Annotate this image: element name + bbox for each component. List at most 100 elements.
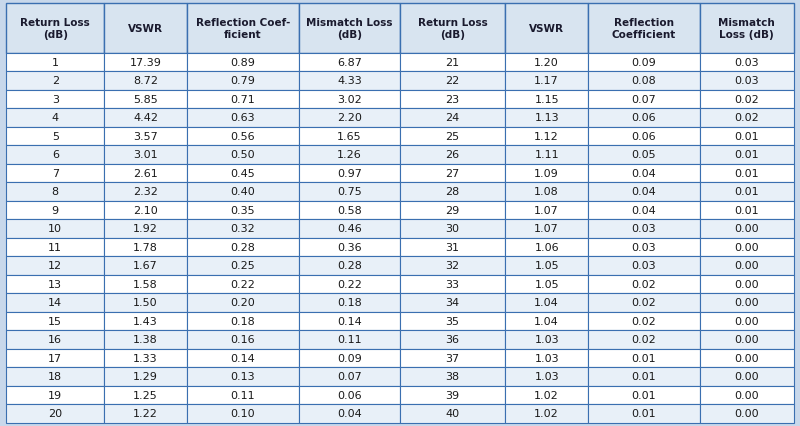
Bar <box>299 404 400 423</box>
Bar <box>104 404 187 423</box>
Bar <box>400 294 506 312</box>
Text: 0.02: 0.02 <box>734 95 759 105</box>
Bar <box>506 4 588 54</box>
Bar <box>506 330 588 349</box>
Text: 18: 18 <box>48 371 62 381</box>
Text: 2: 2 <box>52 76 59 86</box>
Text: 1.65: 1.65 <box>337 132 362 141</box>
Bar <box>588 386 700 404</box>
Text: 3: 3 <box>52 95 58 105</box>
Text: 0.28: 0.28 <box>230 242 255 252</box>
Text: 0.28: 0.28 <box>337 261 362 271</box>
Bar <box>104 330 187 349</box>
Bar <box>588 220 700 238</box>
Bar <box>104 4 187 54</box>
Text: 0.25: 0.25 <box>230 261 255 271</box>
Text: 0.00: 0.00 <box>734 261 759 271</box>
Bar <box>299 330 400 349</box>
Text: 0.97: 0.97 <box>337 169 362 178</box>
Bar <box>299 312 400 330</box>
Bar <box>506 275 588 294</box>
Bar <box>588 201 700 220</box>
Text: 7: 7 <box>52 169 59 178</box>
Text: 20: 20 <box>48 409 62 418</box>
Bar <box>700 54 794 72</box>
Bar <box>700 312 794 330</box>
Text: 1.05: 1.05 <box>534 279 559 289</box>
Bar <box>104 183 187 201</box>
Text: 0.01: 0.01 <box>734 187 759 197</box>
Text: 0.22: 0.22 <box>230 279 255 289</box>
Bar <box>187 349 299 367</box>
Bar <box>400 4 506 54</box>
Bar <box>506 109 588 127</box>
Bar <box>187 90 299 109</box>
Bar <box>6 312 104 330</box>
Text: 0.07: 0.07 <box>632 95 657 105</box>
Bar <box>400 127 506 146</box>
Bar <box>400 238 506 256</box>
Text: 0.09: 0.09 <box>337 353 362 363</box>
Text: 0.08: 0.08 <box>632 76 657 86</box>
Text: 17.39: 17.39 <box>130 58 162 68</box>
Text: 23: 23 <box>446 95 460 105</box>
Text: 5: 5 <box>52 132 58 141</box>
Bar <box>104 238 187 256</box>
Text: 32: 32 <box>446 261 460 271</box>
Text: VSWR: VSWR <box>128 24 163 34</box>
Bar <box>187 183 299 201</box>
Text: 0.04: 0.04 <box>337 409 362 418</box>
Bar <box>104 109 187 127</box>
Text: 0.45: 0.45 <box>230 169 255 178</box>
Text: 0.00: 0.00 <box>734 409 759 418</box>
Bar <box>400 90 506 109</box>
Text: 21: 21 <box>446 58 460 68</box>
Text: 1.38: 1.38 <box>134 334 158 345</box>
Bar <box>588 146 700 164</box>
Text: 0.63: 0.63 <box>230 113 255 123</box>
Bar <box>506 294 588 312</box>
Bar <box>187 294 299 312</box>
Bar <box>299 127 400 146</box>
Bar <box>700 183 794 201</box>
Text: 0.02: 0.02 <box>632 334 657 345</box>
Text: 16: 16 <box>48 334 62 345</box>
Bar <box>187 386 299 404</box>
Bar <box>588 72 700 90</box>
Bar <box>187 275 299 294</box>
Text: 0.22: 0.22 <box>337 279 362 289</box>
Text: 1.58: 1.58 <box>134 279 158 289</box>
Text: 0.01: 0.01 <box>734 205 759 216</box>
Text: 1.22: 1.22 <box>133 409 158 418</box>
Text: 1.11: 1.11 <box>534 150 559 160</box>
Bar <box>187 220 299 238</box>
Bar <box>588 4 700 54</box>
Bar <box>299 164 400 183</box>
Bar <box>187 146 299 164</box>
Text: 22: 22 <box>446 76 460 86</box>
Text: 14: 14 <box>48 298 62 308</box>
Text: 0.02: 0.02 <box>632 316 657 326</box>
Text: 0.00: 0.00 <box>734 390 759 400</box>
Text: 1.13: 1.13 <box>534 113 559 123</box>
Text: Reflection
Coefficient: Reflection Coefficient <box>612 18 676 40</box>
Bar <box>299 54 400 72</box>
Text: 19: 19 <box>48 390 62 400</box>
Bar <box>506 90 588 109</box>
Bar <box>6 109 104 127</box>
Bar <box>400 275 506 294</box>
Bar <box>506 404 588 423</box>
Bar <box>104 146 187 164</box>
Bar <box>104 367 187 386</box>
Bar <box>187 54 299 72</box>
Text: 6.87: 6.87 <box>337 58 362 68</box>
Bar <box>700 90 794 109</box>
Bar <box>400 164 506 183</box>
Text: 1.02: 1.02 <box>534 409 559 418</box>
Text: 0.50: 0.50 <box>230 150 255 160</box>
Text: 0.32: 0.32 <box>230 224 255 234</box>
Text: 0.04: 0.04 <box>632 205 657 216</box>
Bar <box>700 404 794 423</box>
Text: 0.79: 0.79 <box>230 76 255 86</box>
Text: 0.02: 0.02 <box>734 113 759 123</box>
